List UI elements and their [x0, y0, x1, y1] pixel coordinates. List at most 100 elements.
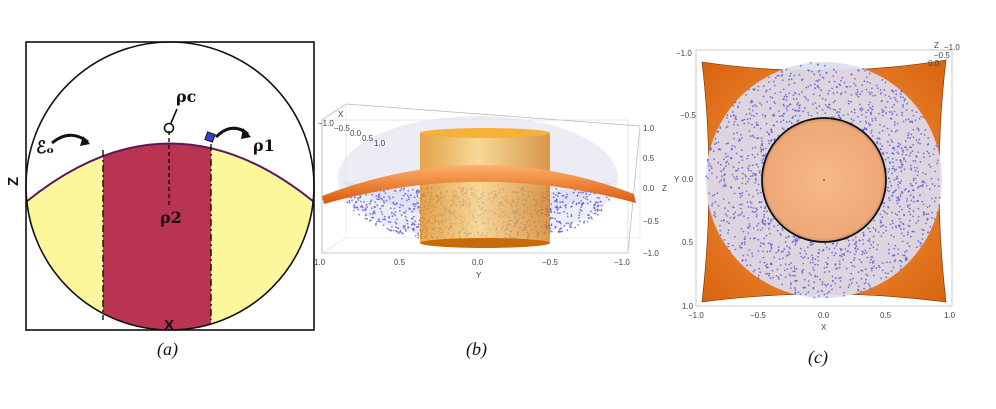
- scatter-point: [860, 277, 863, 280]
- scatter-point: [881, 79, 884, 81]
- scatter-point: [716, 131, 719, 134]
- scatter-point: [909, 182, 912, 185]
- scatter-point: [751, 252, 753, 255]
- scatter-point: [916, 156, 918, 158]
- scatter-point: [739, 196, 742, 199]
- scatter-point: [848, 284, 851, 286]
- scatter-point: [869, 111, 872, 114]
- scatter-point: [751, 134, 754, 137]
- scatter-point: [738, 101, 741, 104]
- scatter-point: [731, 111, 734, 113]
- scatter-point: [810, 114, 813, 117]
- scatter-point: [741, 119, 743, 122]
- scatter-point: [869, 287, 872, 289]
- scatter-point: [864, 249, 867, 252]
- scatter-point: [850, 118, 853, 120]
- scatter-point: [882, 224, 885, 227]
- scatter-point: [891, 157, 894, 160]
- scatter-point: [855, 281, 858, 284]
- scatter-point: [934, 170, 936, 173]
- scatter-point: [855, 245, 858, 248]
- scatter-point: [757, 222, 760, 225]
- scatter-point: [919, 241, 922, 244]
- scatter-point: [871, 117, 873, 120]
- scatter-point: [918, 138, 921, 141]
- scatter-point: [894, 213, 897, 215]
- scatter-point: [931, 183, 934, 185]
- scatter-point: [762, 148, 765, 151]
- scatter-point: [819, 94, 821, 97]
- scatter-point: [799, 252, 802, 255]
- scatter-point: [812, 103, 814, 106]
- scatter-point: [793, 82, 796, 84]
- scattered-points-c: [705, 61, 941, 299]
- scatter-point: [726, 116, 728, 119]
- scatter-point: [593, 206, 596, 209]
- scatter-point: [734, 115, 737, 118]
- scatter-point: [894, 121, 896, 124]
- scatter-point: [850, 73, 853, 76]
- scatter-point: [767, 217, 770, 220]
- scatter-point: [868, 284, 871, 287]
- scatter-point: [751, 210, 754, 213]
- scatter-point: [890, 184, 893, 187]
- scatter-point: [797, 291, 800, 294]
- scatter-point: [376, 221, 378, 223]
- scatter-point: [795, 98, 798, 100]
- scatter-point: [714, 213, 717, 215]
- scatter-point: [935, 145, 938, 147]
- scatter-point: [859, 108, 861, 111]
- scatter-point: [747, 232, 750, 235]
- scatter-point: [400, 188, 403, 190]
- scatter-point: [898, 210, 901, 213]
- scatter-point: [723, 178, 725, 181]
- scatter-point: [824, 283, 826, 286]
- scatter-point: [735, 152, 738, 155]
- scatter-point: [879, 143, 882, 145]
- scatter-point: [713, 211, 716, 214]
- scatter-point: [741, 259, 744, 262]
- scatter-point: [404, 192, 407, 195]
- y-tick-c-2: 0.0: [682, 175, 694, 184]
- scatter-point: [794, 274, 796, 277]
- scatter-point: [786, 95, 788, 98]
- scatter-point: [859, 120, 862, 123]
- scatter-point: [779, 232, 782, 235]
- scatter-point: [877, 264, 880, 267]
- scatter-point: [794, 238, 796, 241]
- scatter-point: [889, 97, 892, 100]
- scatter-point: [406, 220, 409, 222]
- scatter-point: [727, 163, 730, 165]
- scatter-point: [368, 202, 371, 205]
- scatter-point: [745, 113, 748, 116]
- scatter-point: [920, 115, 923, 118]
- scatter-point: [890, 139, 893, 141]
- scatter-point: [812, 261, 814, 264]
- scatter-point: [923, 181, 926, 184]
- scatter-point: [780, 274, 782, 276]
- scatter-point: [719, 234, 722, 236]
- scatter-point: [790, 78, 793, 81]
- scatter-point: [819, 73, 822, 76]
- scatter-point: [383, 196, 385, 199]
- scatter-point: [393, 189, 396, 192]
- scatter-point: [900, 170, 903, 173]
- scatter-point: [389, 221, 392, 223]
- scatter-point: [417, 226, 420, 228]
- scatter-point: [399, 203, 402, 206]
- scatter-point: [807, 291, 810, 294]
- scatter-point: [727, 232, 729, 234]
- scatter-point: [394, 226, 397, 229]
- scatter-point: [351, 199, 353, 202]
- scatter-point: [409, 194, 412, 197]
- scatter-point: [605, 196, 608, 199]
- scatter-point: [887, 177, 890, 180]
- scatter-point: [713, 193, 716, 196]
- scatter-point: [764, 207, 766, 210]
- scatter-point: [827, 92, 830, 95]
- scatter-point: [847, 250, 849, 252]
- scatter-point: [755, 189, 758, 192]
- scatter-point: [901, 153, 904, 156]
- scatter-point: [417, 237, 419, 239]
- scatter-point: [593, 212, 595, 215]
